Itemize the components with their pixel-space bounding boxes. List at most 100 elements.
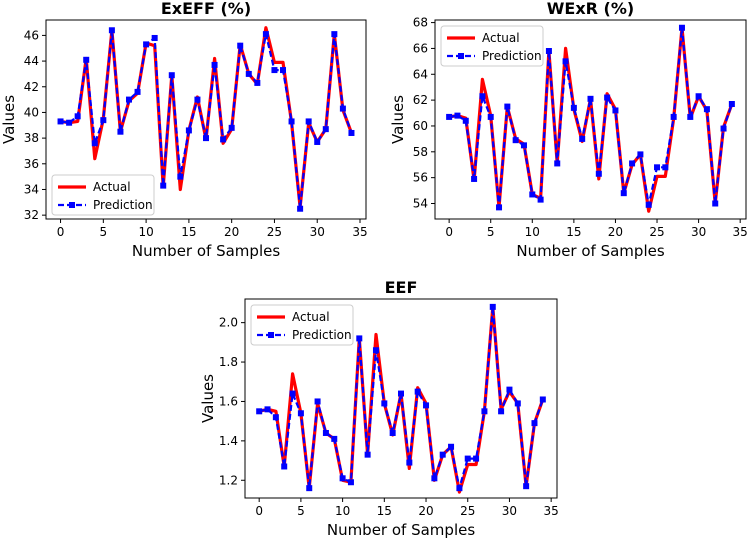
data-point (520, 142, 527, 149)
chart-title: EEF (385, 278, 418, 297)
data-point (498, 408, 505, 415)
data-point (134, 88, 141, 95)
data-point (479, 93, 486, 100)
x-tick-label: 20 (418, 504, 433, 518)
data-point (712, 200, 719, 207)
legend-label: Actual (292, 310, 330, 324)
data-point (306, 485, 313, 492)
y-tick-label: 62 (413, 93, 428, 107)
data-point (489, 303, 496, 310)
data-point (305, 118, 312, 125)
data-point (504, 103, 511, 110)
data-point (545, 48, 552, 55)
data-point (264, 406, 271, 413)
data-point (481, 408, 488, 415)
y-tick-label: 66 (413, 41, 428, 55)
data-point (322, 126, 329, 133)
data-point (331, 435, 338, 442)
y-tick-label: 36 (24, 157, 39, 171)
data-point (464, 455, 471, 462)
legend-label: Prediction (292, 328, 352, 342)
x-tick-label: 0 (255, 504, 263, 518)
data-point (220, 136, 227, 143)
x-tick-label: 30 (310, 225, 325, 239)
data-point (262, 31, 269, 38)
data-point (228, 124, 235, 131)
legend: Actual Prediction (440, 25, 544, 67)
data-point (314, 138, 321, 145)
chart-1: 0 5 10 15 20 25 30 35 32 34 36 38 40 42 44 46 ExEFF (%) N… (0, 0, 368, 260)
y-tick-label: 40 (24, 105, 39, 119)
x-tick-label: 15 (377, 504, 392, 518)
chart-2: 0 5 10 15 20 25 30 35 54 56 58 60 62 64 66 68 WExR (%) Nu… (389, 0, 748, 260)
x-tick-label: 25 (267, 225, 282, 239)
data-point (462, 117, 469, 124)
y-tick-label: 38 (24, 131, 39, 145)
data-point (562, 58, 569, 65)
data-point (372, 347, 379, 354)
data-point (637, 151, 644, 158)
x-tick-label: 25 (649, 225, 664, 239)
data-point (280, 67, 287, 74)
legend: Actual Prediction (51, 174, 155, 216)
x-tick-label: 35 (733, 225, 748, 239)
data-point (512, 137, 519, 144)
data-point (245, 70, 252, 77)
legend: Actual Prediction (250, 304, 354, 346)
x-tick-label: 30 (502, 504, 517, 518)
data-point (523, 483, 530, 490)
data-point (237, 42, 244, 49)
series-line-prediction (448, 26, 733, 209)
data-point (322, 429, 329, 436)
plot-frame (244, 298, 558, 499)
data-point (670, 113, 677, 120)
x-tick-label: 5 (100, 225, 108, 239)
y-tick-label: 44 (24, 54, 39, 68)
data-point (454, 112, 461, 119)
y-axis-label: Values (0, 95, 18, 144)
x-tick-label: 5 (487, 225, 495, 239)
data-point (439, 451, 446, 458)
data-point (537, 196, 544, 203)
data-point (347, 479, 354, 486)
x-axis-label: Number of Samples (516, 242, 664, 260)
plot-frame (45, 19, 367, 220)
x-tick-label: 0 (445, 225, 453, 239)
data-point (339, 105, 346, 112)
data-point (612, 107, 619, 114)
data-point (471, 175, 478, 182)
data-point (595, 170, 602, 177)
x-tick-label: 25 (460, 504, 475, 518)
data-point (272, 414, 279, 421)
data-point (297, 410, 304, 417)
x-axis-label: Number of Samples (132, 242, 280, 260)
x-tick-label: 10 (525, 225, 540, 239)
x-tick-label: 15 (181, 225, 196, 239)
y-tick-label: 68 (413, 16, 428, 30)
y-tick-label: 2.0 (219, 316, 238, 330)
data-point (160, 182, 167, 189)
y-tick-label: 60 (413, 119, 428, 133)
data-point (720, 125, 727, 132)
y-tick-label: 32 (24, 208, 39, 222)
data-point (125, 96, 132, 103)
data-point (506, 386, 513, 393)
data-point (143, 41, 150, 48)
data-point (281, 463, 288, 470)
data-point (348, 129, 355, 136)
data-point (514, 400, 521, 407)
legend-label: Prediction (93, 198, 153, 212)
data-point (703, 106, 710, 113)
series-prediction (446, 24, 735, 211)
data-point (423, 402, 430, 409)
data-point (108, 27, 115, 34)
data-point (203, 135, 209, 142)
y-tick-label: 1.4 (219, 434, 238, 448)
data-point (456, 485, 463, 492)
y-tick-label: 64 (413, 67, 428, 81)
data-point (678, 24, 685, 31)
data-point (389, 429, 396, 436)
data-point (695, 93, 702, 100)
data-point (662, 164, 669, 171)
